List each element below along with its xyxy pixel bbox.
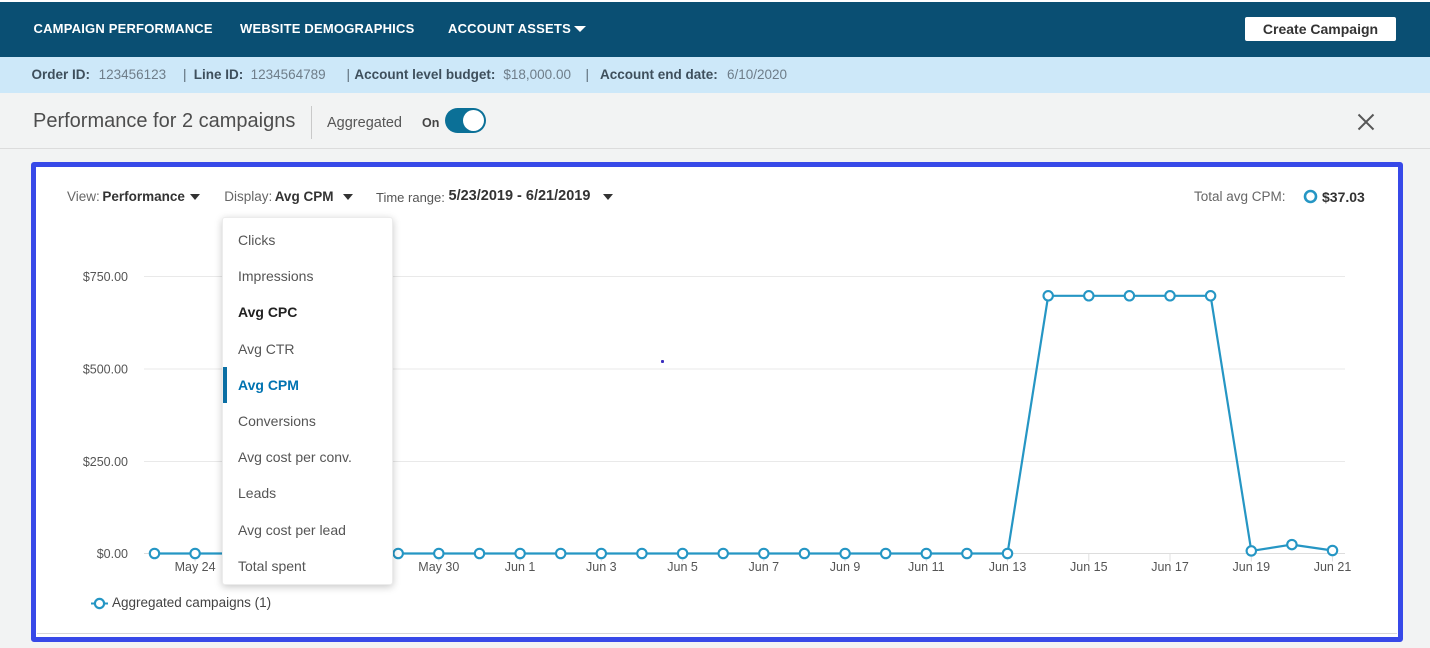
svg-text:Jun 9: Jun 9 — [830, 560, 861, 574]
svg-text:$0.00: $0.00 — [97, 547, 128, 561]
svg-text:Jun 11: Jun 11 — [908, 560, 945, 574]
svg-text:Jun 19: Jun 19 — [1233, 560, 1271, 574]
svg-text:Jun 3: Jun 3 — [586, 560, 617, 574]
svg-text:$750.00: $750.00 — [83, 270, 128, 284]
svg-text:$500.00: $500.00 — [83, 363, 128, 377]
svg-text:May 24: May 24 — [175, 560, 216, 574]
svg-text:Jun 13: Jun 13 — [989, 560, 1027, 574]
svg-text:Jun 21: Jun 21 — [1314, 560, 1352, 574]
svg-text:$250.00: $250.00 — [83, 455, 128, 469]
svg-text:Jun 15: Jun 15 — [1070, 560, 1108, 574]
svg-text:Jun 5: Jun 5 — [667, 560, 698, 574]
svg-text:May 30: May 30 — [418, 560, 459, 574]
svg-text:Jun 7: Jun 7 — [749, 560, 780, 574]
svg-text:Jun 1: Jun 1 — [505, 560, 536, 574]
svg-text:Jun 17: Jun 17 — [1151, 560, 1189, 574]
